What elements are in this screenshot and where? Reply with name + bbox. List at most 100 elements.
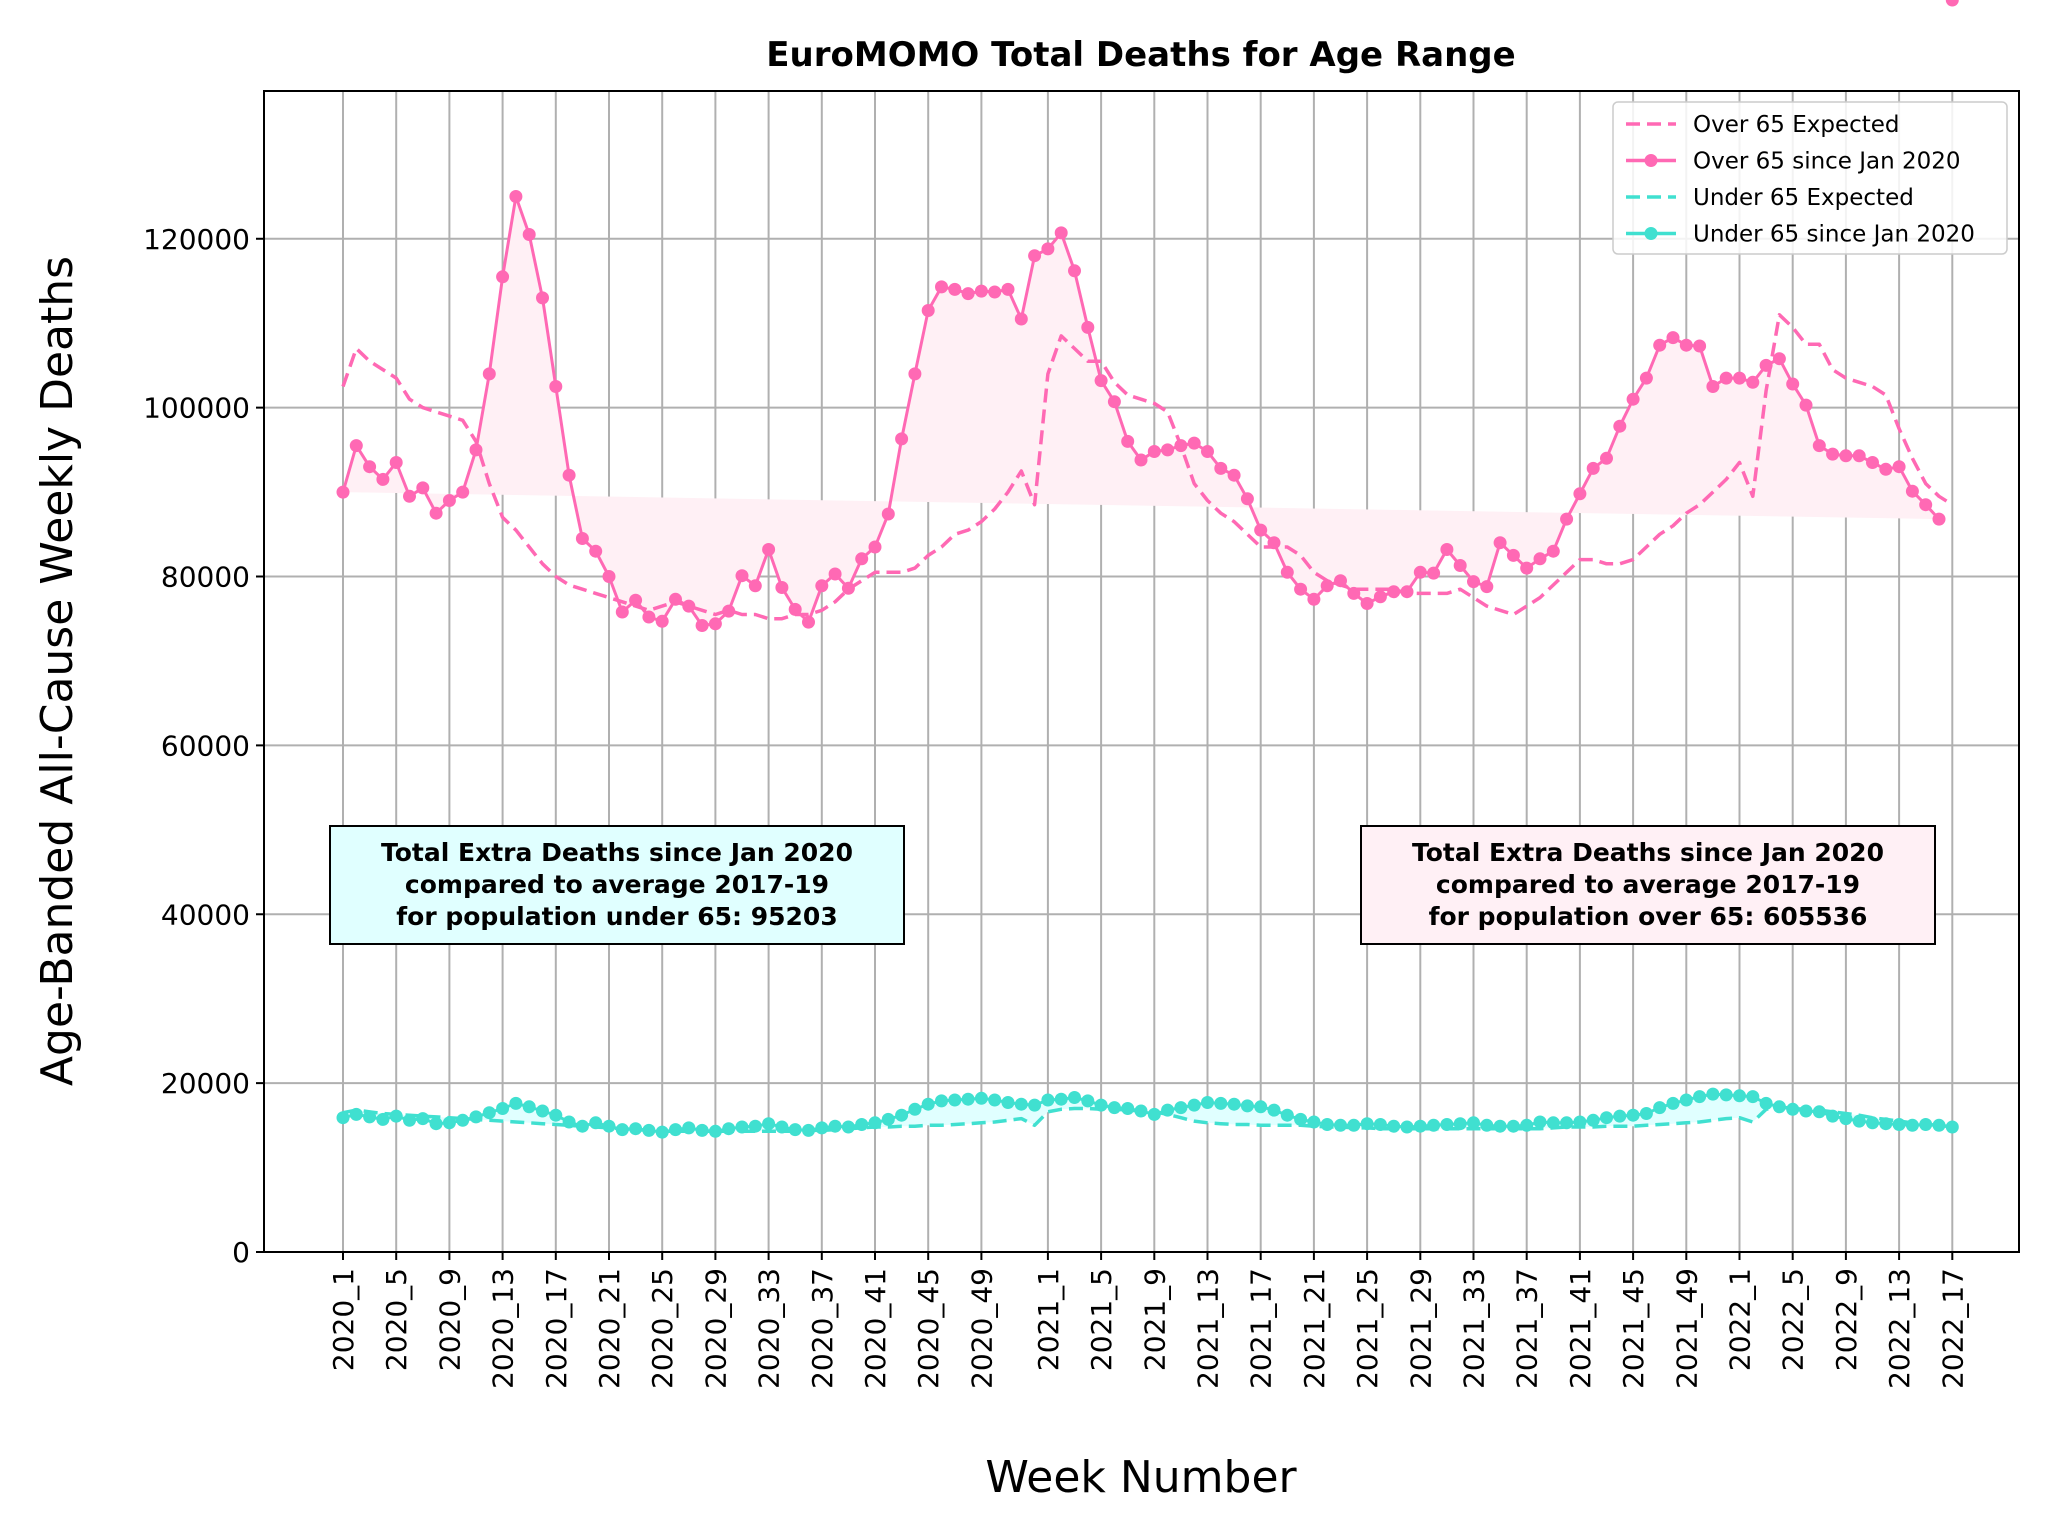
- over-65-since-jan-2020-point: [1613, 419, 1627, 433]
- under-65-since-jan-2020-point: [921, 1097, 935, 1111]
- under-65-since-jan-2020-point: [509, 1096, 523, 1110]
- x-tick-label: 2021_45: [1617, 1268, 1650, 1389]
- over-65-since-jan-2020-point: [748, 579, 762, 593]
- over-65-since-jan-2020-point: [868, 540, 882, 554]
- under-65-since-jan-2020-point: [1786, 1102, 1800, 1116]
- over-65-since-jan-2020-point: [536, 291, 549, 305]
- over-65-since-jan-2020-point: [456, 485, 470, 499]
- over65-excess-fill: [343, 196, 1939, 626]
- under-65-since-jan-2020-point: [841, 1120, 855, 1134]
- over-65-since-jan-2020-point: [1666, 331, 1680, 345]
- under-65-since-jan-2020-point: [1254, 1100, 1268, 1114]
- under-65-since-jan-2020-point: [1772, 1100, 1786, 1114]
- y-tick-label: 80000: [161, 561, 250, 594]
- over-65-since-jan-2020-point: [1453, 559, 1467, 572]
- over-65-since-jan-2020-point: [921, 304, 935, 317]
- over-65-since-jan-2020-point: [602, 570, 616, 583]
- over-65-since-jan-2020-point: [1134, 453, 1148, 467]
- under-65-since-jan-2020-point: [1733, 1089, 1746, 1103]
- over-65-since-jan-2020-point: [735, 569, 749, 583]
- under-65-since-jan-2020-point: [1945, 1120, 1959, 1134]
- under-65-since-jan-2020-point: [655, 1125, 669, 1139]
- over-65-since-jan-2020-point: [855, 552, 869, 566]
- over-65-since-jan-2020-point: [1227, 468, 1241, 482]
- over-65-since-jan-2020-point: [1786, 377, 1800, 391]
- over-65-since-jan-2020-point: [1932, 512, 1946, 526]
- legend-box: [1612, 101, 2008, 255]
- annotation-over-65-box: [1360, 825, 1936, 945]
- under-65-since-jan-2020-point: [1294, 1112, 1308, 1126]
- under-65-since-jan-2020-point: [536, 1104, 549, 1118]
- over-65-since-jan-2020-point: [336, 485, 350, 499]
- over-65-since-jan-2020-point: [1068, 264, 1081, 278]
- under-65-since-jan-2020-point: [522, 1100, 536, 1114]
- under-65-since-jan-2020-point: [1227, 1097, 1241, 1111]
- under-65-since-jan-2020-point: [762, 1117, 776, 1131]
- over-65-since-jan-2020-point: [1307, 592, 1321, 606]
- over-65-since-jan-2020-point: [1373, 590, 1387, 604]
- over-65-since-jan-2020-point: [682, 599, 696, 613]
- under-65-since-jan-2020-point: [1679, 1093, 1693, 1107]
- over-65-since-jan-2020-point: [1719, 371, 1733, 385]
- under-65-since-jan-2020-point: [1560, 1116, 1574, 1130]
- over-65-since-jan-2020-point: [1892, 460, 1906, 474]
- under-65-since-jan-2020-point: [1280, 1108, 1294, 1122]
- y-tick-label: 60000: [161, 729, 250, 762]
- under-65-since-jan-2020-point: [908, 1102, 922, 1116]
- over-65-since-jan-2020-point: [1812, 439, 1826, 453]
- under-65-since-jan-2020-point: [469, 1110, 483, 1124]
- under-65-since-jan-2020-point: [1533, 1115, 1547, 1129]
- over-65-since-jan-2020-point: [1759, 358, 1773, 372]
- over-65-since-jan-2020-point: [1413, 565, 1427, 579]
- chart-title: EuroMOMO Total Deaths for Age Range: [766, 35, 1515, 75]
- under-65-since-jan-2020-point: [748, 1119, 762, 1133]
- under-65-since-jan-2020-point: [1054, 1092, 1068, 1106]
- over-65-since-jan-2020-point: [1533, 552, 1547, 566]
- over-65-since-jan-2020-point: [376, 472, 390, 486]
- x-tick-label: 2020_29: [699, 1268, 732, 1389]
- over-65-since-jan-2020-point: [1387, 585, 1401, 599]
- under-65-since-jan-2020-point: [881, 1112, 895, 1126]
- annotation-boxes: Total Extra Deaths since Jan 2020 compare…: [329, 825, 1936, 945]
- under-65-since-jan-2020-point: [1719, 1088, 1733, 1102]
- x-tick-label: 2020_45: [912, 1268, 945, 1389]
- under-65-since-jan-2020-point: [1546, 1116, 1560, 1130]
- x-axis-ticks: 2020_1 2020_5 2020_9 2020_13 2020_17 2020_21 2…: [327, 1252, 1969, 1389]
- under-65-since-jan-2020-point: [682, 1121, 696, 1135]
- over-65-since-jan-2020-point: [1879, 462, 1893, 476]
- over-65-since-jan-2020-point: [1187, 436, 1201, 450]
- over-65-since-jan-2020-point: [403, 489, 416, 503]
- under-65-since-jan-2020-point: [1440, 1118, 1454, 1131]
- under-65-since-jan-2020-point: [1214, 1096, 1228, 1110]
- under-65-since-jan-2020-point: [642, 1123, 656, 1137]
- plot-frame: [263, 90, 2020, 1253]
- x-tick-label: 2022_13: [1883, 1268, 1916, 1389]
- under-65-since-jan-2020-point: [1373, 1118, 1387, 1131]
- over-65-since-jan-2020-point: [1905, 484, 1919, 498]
- under-65-since-jan-2020-point: [1493, 1119, 1507, 1133]
- x-tick-label: 2021_17: [1245, 1268, 1278, 1389]
- annotation-under-65-box: [329, 825, 905, 945]
- annotation-under-65-line: for population under 65: 95203: [396, 902, 837, 931]
- over-65-since-jan-2020-point: [1014, 312, 1028, 326]
- under-65-since-jan-2020-point: [735, 1120, 749, 1134]
- over-65-since-jan-2020-point: [1214, 461, 1228, 475]
- under-65-since-jan-2020-point: [802, 1123, 815, 1137]
- over-65-since-jan-2020-point: [482, 367, 496, 381]
- under-65-since-jan-2020-point: [775, 1120, 789, 1134]
- under-65-since-jan-2020-point: [974, 1091, 988, 1105]
- over-65-since-jan-2020-point: [549, 380, 563, 393]
- over-65-since-jan-2020-point: [895, 432, 909, 446]
- under-65-since-jan-2020-point: [1320, 1118, 1334, 1131]
- over-65-since-jan-2020-point: [1493, 536, 1507, 550]
- over-65-since-jan-2020-point: [1334, 574, 1347, 588]
- under-65-since-jan-2020-point: [442, 1116, 456, 1130]
- under-65-since-jan-2020-point: [1506, 1119, 1520, 1133]
- x-axis-label: Week Number: [985, 1452, 1297, 1503]
- under-65-since-jan-2020-point: [895, 1108, 909, 1122]
- under-65-since-jan-2020-point: [948, 1093, 962, 1107]
- under-65-since-jan-2020-point: [1892, 1118, 1906, 1131]
- under-65-since-jan-2020-point: [336, 1111, 350, 1125]
- over-65-since-jan-2020-point: [1041, 242, 1055, 256]
- over-65-since-jan-2020-point: [1506, 548, 1520, 562]
